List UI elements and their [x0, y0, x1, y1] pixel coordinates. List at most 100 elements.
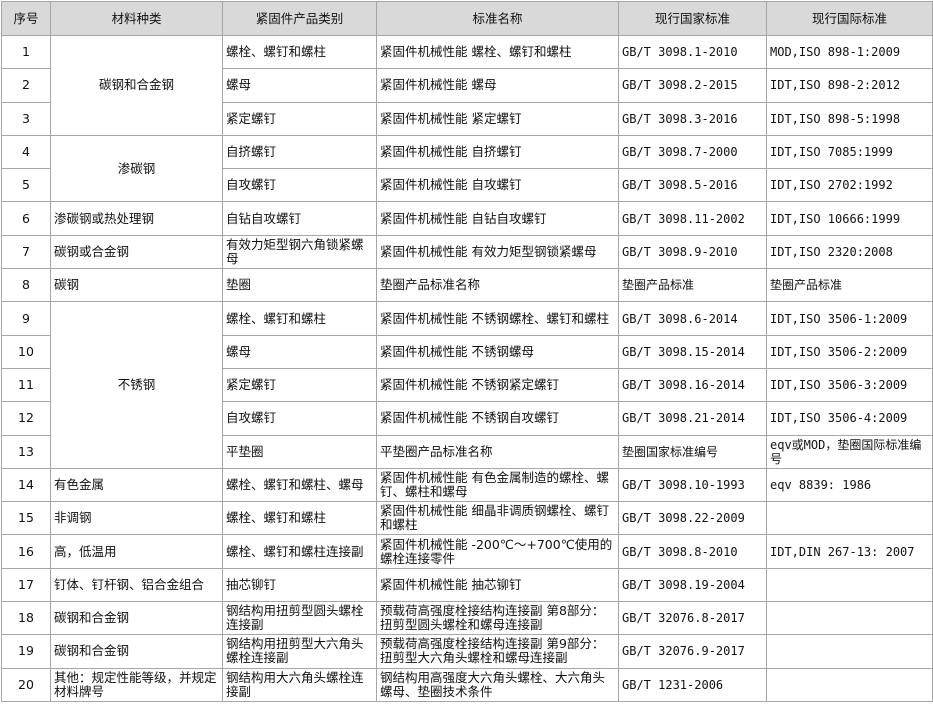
table-row: 1 碳钢和合金钢 螺栓、螺钉和螺柱 紧固件机械性能 螺栓、螺钉和螺柱 GB/T 3098… — [1, 34, 933, 136]
national-standard-cell: GB/T 3098.16-2014 — [618, 367, 767, 403]
row-number: 20 — [1, 667, 51, 702]
product-cell: 自攻螺钉 — [222, 168, 377, 203]
product-cell: 螺栓、螺钉和螺柱连接副 — [222, 534, 377, 569]
standard-name-cell: 紧固件机械性能 紧定螺钉 — [376, 101, 619, 136]
product-cell: 自挤螺钉 — [222, 134, 377, 170]
material-cell: 碳钢和合金钢 — [50, 601, 223, 636]
standard-name-cell: 紧固件机械性能 不锈钢螺母 — [376, 334, 619, 369]
material-cell: 高，低温用 — [50, 534, 223, 569]
table-row: 3 紧定螺钉 紧固件机械性能 紧定螺钉 GB/T 3098.3-2016 IDT,ISO… — [1, 101, 933, 136]
national-standard-cell: GB/T 3098.15-2014 — [618, 334, 767, 369]
table-row: 16 高，低温用 螺栓、螺钉和螺柱连接副 紧固件机械性能 -200℃～+700℃使用的… — [1, 534, 933, 569]
table-row: 2 螺母 紧固件机械性能 螺母 GB/T 3098.2-2015 IDT,ISO 898… — [1, 68, 933, 103]
standard-name-cell: 钢结构用高强度大六角头螺栓、大六角头螺母、垫圈技术条件 — [376, 667, 619, 702]
product-cell: 螺母 — [222, 334, 377, 369]
standard-name-cell: 预载荷高强度栓接结构连接副 第8部分：扭剪型圆头螺栓和螺母连接副 — [376, 601, 619, 636]
row-number: 19 — [1, 634, 51, 669]
row-number: 14 — [1, 467, 51, 503]
standard-name-cell: 预载荷高强度栓接结构连接副 第9部分：扭剪型大六角头螺栓和螺母连接副 — [376, 634, 619, 669]
row-number: 17 — [1, 567, 51, 603]
product-cell: 垫圈 — [222, 268, 377, 303]
international-standard-cell: IDT,ISO 3506-2:2009 — [766, 334, 933, 369]
table-row: 6 渗碳钢或热处理钢 自钻自攻螺钉 紧固件机械性能 自钻自攻螺钉 GB/T 3098.1… — [1, 201, 933, 236]
international-standard-cell: IDT,ISO 3506-1:2009 — [766, 301, 933, 336]
national-standard-cell: GB/T 3098.21-2014 — [618, 401, 767, 436]
product-cell: 螺栓、螺钉和螺柱、螺母 — [222, 467, 377, 503]
material-cell: 碳钢和合金钢 — [50, 35, 223, 136]
row-number: 13 — [1, 434, 51, 469]
table-row: 14 有色金属 螺栓、螺钉和螺柱、螺母 紧固件机械性能 有色金属制造的螺栓、螺钉、螺柱… — [1, 467, 933, 503]
national-standard-cell: GB/T 3098.19-2004 — [618, 567, 767, 603]
header-cell: 序号 — [1, 1, 51, 36]
material-cell: 非调钢 — [50, 501, 223, 536]
row-number: 15 — [1, 501, 51, 536]
national-standard-cell: GB/T 3098.9-2010 — [618, 234, 767, 270]
product-cell: 螺母 — [222, 68, 377, 103]
national-standard-cell: GB/T 3098.7-2000 — [618, 134, 767, 170]
header-cell: 现行国家标准 — [618, 1, 767, 36]
product-cell: 螺栓、螺钉和螺柱 — [222, 34, 377, 70]
row-number: 8 — [1, 268, 51, 303]
table-row: 18 碳钢和合金钢 钢结构用扭剪型圆头螺栓连接副 预载荷高强度栓接结构连接副 第8部分… — [1, 601, 933, 636]
national-standard-cell: GB/T 3098.8-2010 — [618, 534, 767, 569]
international-standard-cell: IDT,DIN 267-13: 2007 — [766, 534, 933, 569]
table-row: 9 不锈钢 螺栓、螺钉和螺柱 紧固件机械性能 不锈钢螺栓、螺钉和螺柱 GB/T 3098… — [1, 301, 933, 469]
product-cell: 平垫圈 — [222, 434, 377, 469]
international-standard-cell: MOD,ISO 898-1:2009 — [766, 34, 933, 70]
material-cell: 有色金属 — [50, 467, 223, 503]
standard-name-cell: 紧固件机械性能 自钻自攻螺钉 — [376, 201, 619, 236]
row-number: 1 — [1, 34, 51, 70]
header-cell: 标准名称 — [376, 1, 619, 36]
table-row: 17 钉体、钉杆钢、铝合金组合 抽芯铆钉 紧固件机械性能 抽芯铆钉 GB/T 3098.… — [1, 567, 933, 603]
national-standard-cell: GB/T 3098.2-2015 — [618, 68, 767, 103]
row-number: 18 — [1, 601, 51, 636]
product-cell: 紧定螺钉 — [222, 101, 377, 136]
standard-name-cell: 紧固件机械性能 螺栓、螺钉和螺柱 — [376, 34, 619, 70]
standard-name-cell: 紧固件机械性能 自挤螺钉 — [376, 134, 619, 170]
international-standard-cell: IDT,ISO 2702:1992 — [766, 168, 933, 203]
international-standard-cell: IDT,ISO 898-2:2012 — [766, 68, 933, 103]
row-number: 7 — [1, 234, 51, 270]
product-cell: 抽芯铆钉 — [222, 567, 377, 603]
table-row: 7 碳钢或合金钢 有效力矩型钢六角锁紧螺母 紧固件机械性能 有效力矩型钢锁紧螺母 GB/… — [1, 234, 933, 270]
standard-name-cell: 紧固件机械性能 有效力矩型钢锁紧螺母 — [376, 234, 619, 270]
national-standard-cell: GB/T 32076.9-2017 — [618, 634, 767, 669]
international-standard-cell: IDT,ISO 7085:1999 — [766, 134, 933, 170]
material-cell: 钉体、钉杆钢、铝合金组合 — [50, 567, 223, 603]
product-cell: 钢结构用扭剪型大六角头螺栓连接副 — [222, 634, 377, 669]
row-number: 5 — [1, 168, 51, 203]
standard-name-cell: 紧固件机械性能 不锈钢紧定螺钉 — [376, 367, 619, 403]
empty-cell — [766, 601, 933, 636]
product-cell: 钢结构用大六角头螺栓连接副 — [222, 667, 377, 702]
table-row: 19 碳钢和合金钢 钢结构用扭剪型大六角头螺栓连接副 预载荷高强度栓接结构连接副 第9… — [1, 634, 933, 669]
row-number: 16 — [1, 534, 51, 569]
standard-name-cell: 紧固件机械性能 螺母 — [376, 68, 619, 103]
table-row: 10 螺母 紧固件机械性能 不锈钢螺母 GB/T 3098.15-2014 IDT,IS… — [1, 334, 933, 369]
international-standard-cell: IDT,ISO 10666:1999 — [766, 201, 933, 236]
product-cell: 紧定螺钉 — [222, 367, 377, 403]
international-standard-cell: IDT,ISO 2320:2008 — [766, 234, 933, 270]
standard-name-cell: 紧固件机械性能 自攻螺钉 — [376, 168, 619, 203]
international-standard-cell: IDT,ISO 898-5:1998 — [766, 101, 933, 136]
standard-name-cell: 平垫圈产品标准名称 — [376, 434, 619, 469]
header-cell: 紧固件产品类别 — [222, 1, 377, 36]
international-standard-cell: eqv 8839: 1986 — [766, 467, 933, 503]
international-standard-cell: IDT,ISO 3506-4:2009 — [766, 401, 933, 436]
row-number: 9 — [1, 301, 51, 336]
product-cell: 螺栓、螺钉和螺柱 — [222, 301, 377, 336]
international-standard-cell: 垫圈产品标准 — [766, 268, 933, 303]
row-number: 2 — [1, 68, 51, 103]
empty-cell — [766, 567, 933, 603]
standard-name-cell: 紧固件机械性能 不锈钢螺栓、螺钉和螺柱 — [376, 301, 619, 336]
national-standard-cell: GB/T 3098.6-2014 — [618, 301, 767, 336]
national-standard-cell: GB/T 3098.3-2016 — [618, 101, 767, 136]
header-cell: 现行国际标准 — [766, 1, 933, 36]
product-cell: 自攻螺钉 — [222, 401, 377, 436]
table-row: 13 平垫圈 平垫圈产品标准名称 垫圈国家标准编号 eqv或MOD，垫圈国际标准编号 — [1, 434, 933, 469]
national-standard-cell: 垫圈国家标准编号 — [618, 434, 767, 469]
standard-name-cell: 紧固件机械性能 -200℃～+700℃使用的螺栓连接零件 — [376, 534, 619, 569]
national-standard-cell: GB/T 3098.11-2002 — [618, 201, 767, 236]
national-standard-cell: 垫圈产品标准 — [618, 268, 767, 303]
